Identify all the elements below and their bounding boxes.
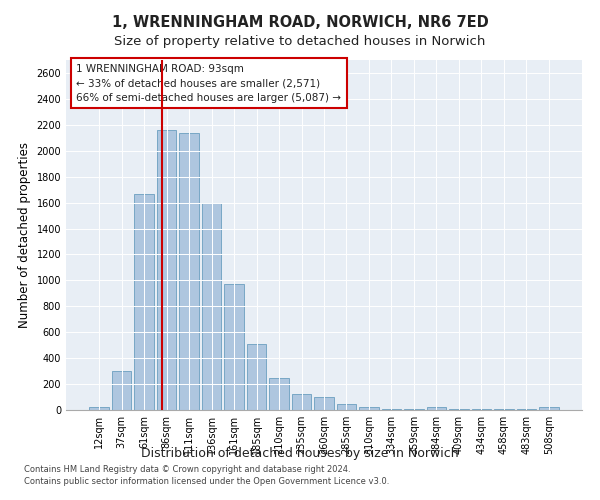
- Bar: [269, 378, 289, 410]
- Bar: [427, 408, 446, 410]
- Bar: [314, 397, 334, 410]
- Bar: [247, 344, 266, 410]
- Text: 1 WRENNINGHAM ROAD: 93sqm
← 33% of detached houses are smaller (2,571)
66% of se: 1 WRENNINGHAM ROAD: 93sqm ← 33% of detac…: [76, 64, 341, 103]
- Bar: [382, 408, 401, 410]
- Bar: [89, 408, 109, 410]
- Bar: [202, 202, 221, 410]
- Bar: [157, 130, 176, 410]
- Text: Size of property relative to detached houses in Norwich: Size of property relative to detached ho…: [115, 35, 485, 48]
- Bar: [337, 404, 356, 410]
- Bar: [112, 371, 131, 410]
- Bar: [224, 284, 244, 410]
- Bar: [539, 408, 559, 410]
- Y-axis label: Number of detached properties: Number of detached properties: [18, 142, 31, 328]
- Text: Contains public sector information licensed under the Open Government Licence v3: Contains public sector information licen…: [24, 477, 389, 486]
- Text: Distribution of detached houses by size in Norwich: Distribution of detached houses by size …: [141, 448, 459, 460]
- Bar: [179, 132, 199, 410]
- Bar: [134, 194, 154, 410]
- Text: 1, WRENNINGHAM ROAD, NORWICH, NR6 7ED: 1, WRENNINGHAM ROAD, NORWICH, NR6 7ED: [112, 15, 488, 30]
- Text: Contains HM Land Registry data © Crown copyright and database right 2024.: Contains HM Land Registry data © Crown c…: [24, 466, 350, 474]
- Bar: [359, 408, 379, 410]
- Bar: [292, 394, 311, 410]
